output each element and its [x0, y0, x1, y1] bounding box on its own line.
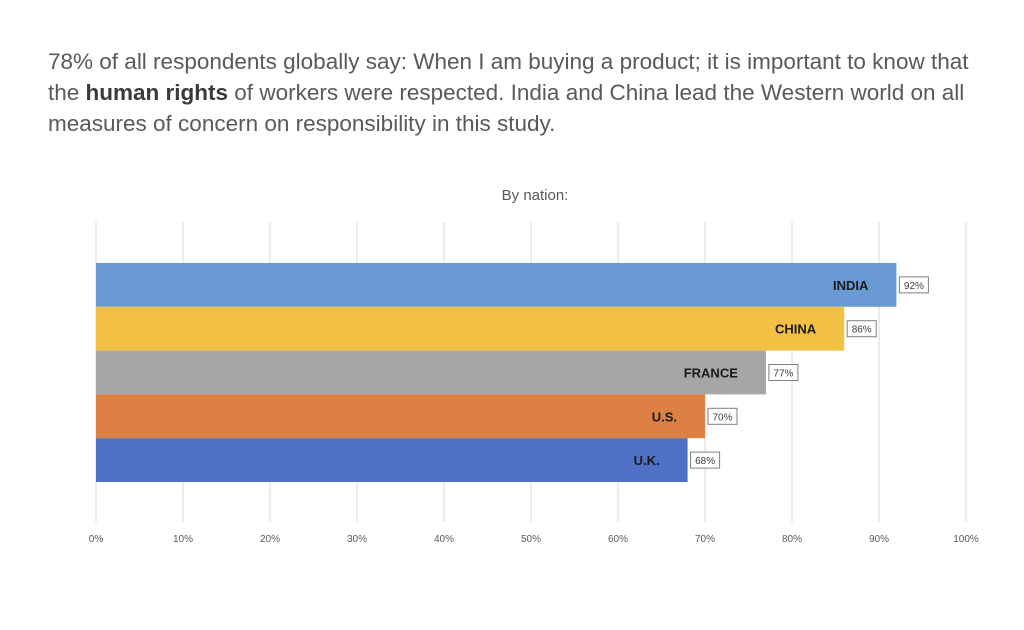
- data-label-box: [846, 320, 877, 338]
- x-tick-label: 70%: [695, 534, 715, 545]
- data-label: 68%: [695, 456, 715, 467]
- bar: [96, 306, 845, 351]
- bar-category-label: INDIA: [833, 278, 869, 293]
- headline-bold-phrase: human rights: [85, 80, 229, 105]
- bar: [96, 263, 897, 307]
- x-tick-label: 100%: [953, 534, 979, 545]
- data-label: 70%: [712, 412, 732, 423]
- x-tick-label: 40%: [434, 534, 454, 545]
- chart-title: By nation:: [501, 187, 569, 204]
- data-label-box: [690, 451, 721, 469]
- headline-part-2: of workers were respected. India and Chi…: [48, 80, 965, 136]
- x-tick-label: 50%: [521, 534, 541, 545]
- x-tick-label: 0%: [89, 534, 104, 545]
- x-tick-label: 90%: [869, 534, 889, 545]
- x-tick-label: 30%: [347, 534, 367, 545]
- data-label: 77%: [773, 369, 793, 380]
- bar-category-label: CHINA: [775, 322, 817, 337]
- bar-category-label: FRANCE: [684, 366, 738, 381]
- data-label: 92%: [904, 281, 924, 292]
- x-tick-label: 10%: [173, 534, 193, 545]
- x-tick-label: 60%: [608, 534, 628, 545]
- data-label: 86%: [852, 325, 872, 336]
- bar-category-label: U.K.: [634, 453, 660, 468]
- data-label-box: [898, 276, 929, 294]
- headline-part-1: 78% of all respondents globally say: Whe…: [48, 49, 969, 105]
- bar: [96, 394, 705, 439]
- x-tick-label: 80%: [782, 534, 802, 545]
- bar: [96, 438, 688, 482]
- headline-text: 78% of all respondents globally say: Whe…: [48, 46, 988, 139]
- bar-category-label: U.S.: [652, 409, 677, 424]
- data-label-box: [707, 407, 738, 425]
- data-label-box: [768, 364, 799, 381]
- x-tick-label: 20%: [260, 534, 280, 545]
- bar: [96, 350, 766, 395]
